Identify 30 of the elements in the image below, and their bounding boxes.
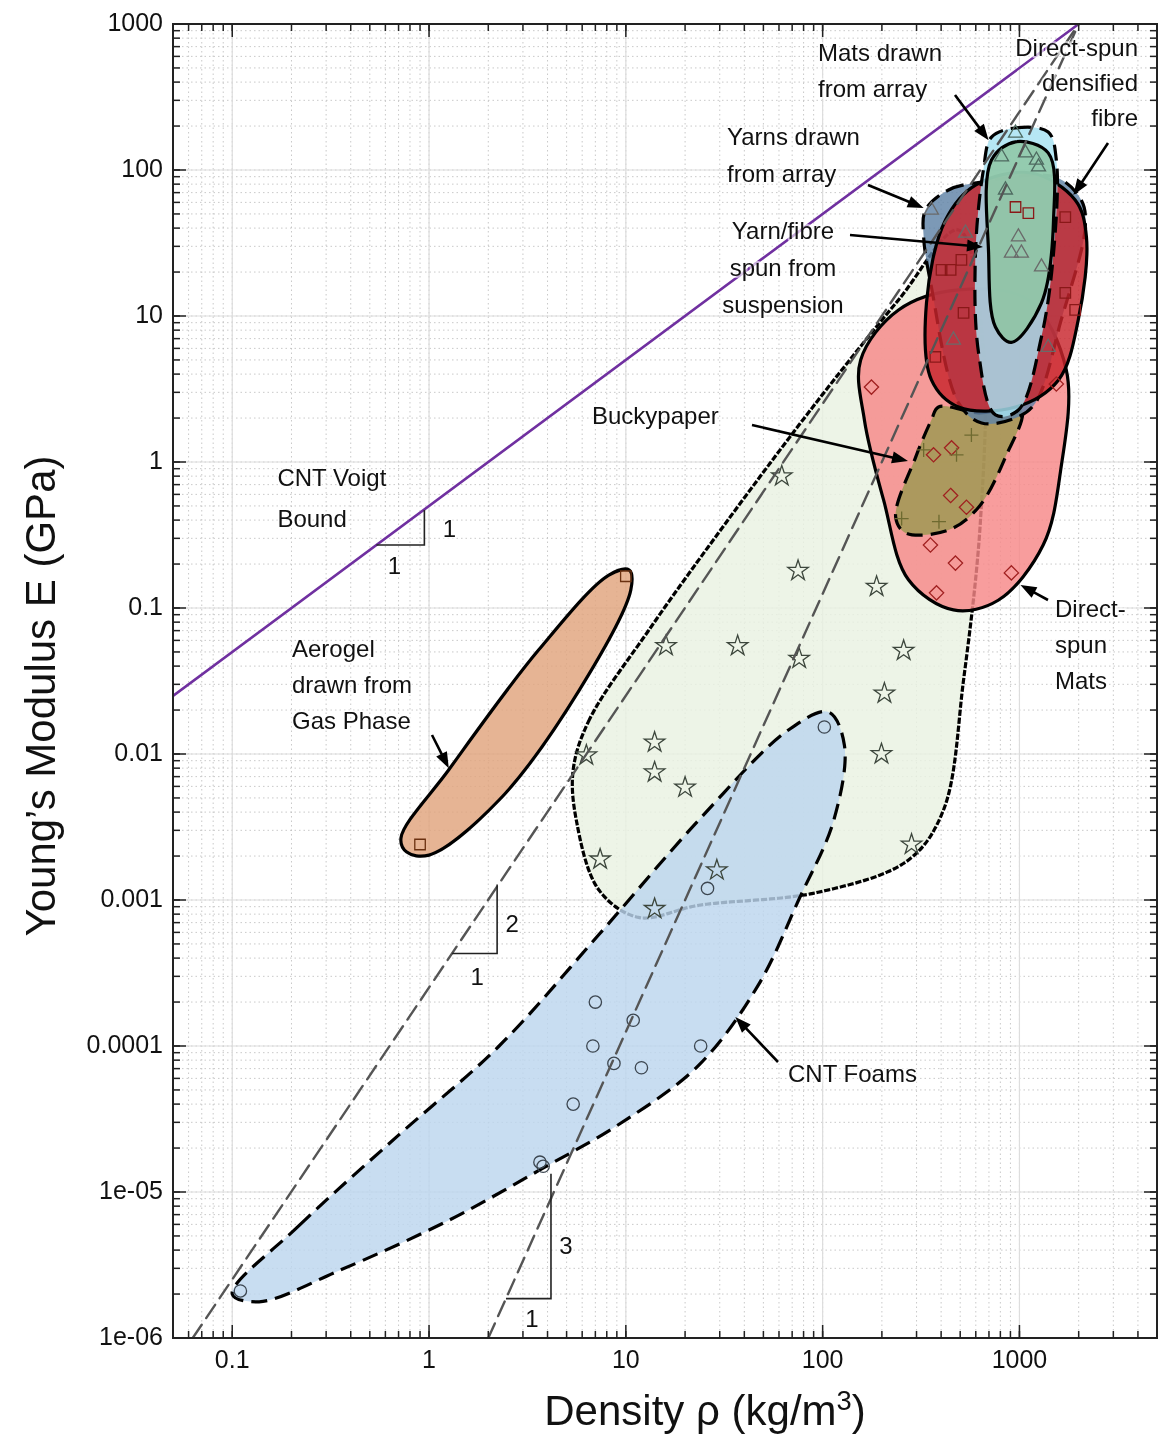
annotation: CNT Foams [788,1060,917,1088]
annotation: 1 [525,1304,539,1332]
y-tick-label: 0.001 [100,883,163,912]
y-tick-label: 0.0001 [86,1029,163,1058]
x-tick-label: 1000 [991,1345,1048,1373]
annotation: Yarns drawn from array [727,123,860,188]
y-tick-label: 10 [135,299,163,328]
annotation: 1 [387,552,402,580]
annotation: Aerogel drawn from Gas Phase [292,635,413,735]
x-tick-label: 10 [611,1345,640,1373]
x-tick-label: 0.1 [214,1345,250,1373]
y-axis-title: Young’s Modulus E (GPa) [17,455,64,937]
annotation: Direct- spun Mats [1055,595,1126,695]
annotation: 1 [470,962,484,990]
y-tick-label: 1e-06 [99,1321,163,1350]
y-tick-label: 1 [149,445,163,474]
annotation: Mats drawn from array [818,39,943,103]
y-tick-label: 0.01 [114,737,163,766]
x-axis-title: Density ρ (kg/m$^{3}$) [544,1384,866,1434]
y-tick-label: 0.1 [128,591,163,620]
y-tick-label: 1000 [107,7,163,36]
x-tick-label: 100 [801,1345,844,1373]
y-tick-label: 1e-05 [99,1175,163,1204]
annotation: CNT Voigt Bound [277,464,387,533]
annotation: 1 [442,515,457,543]
x-tick-label: 1 [422,1345,436,1373]
annotation: Buckypaper [592,402,719,430]
annotation: 3 [559,1231,573,1259]
annotation: 2 [505,909,519,937]
y-tick-label: 100 [121,153,163,182]
